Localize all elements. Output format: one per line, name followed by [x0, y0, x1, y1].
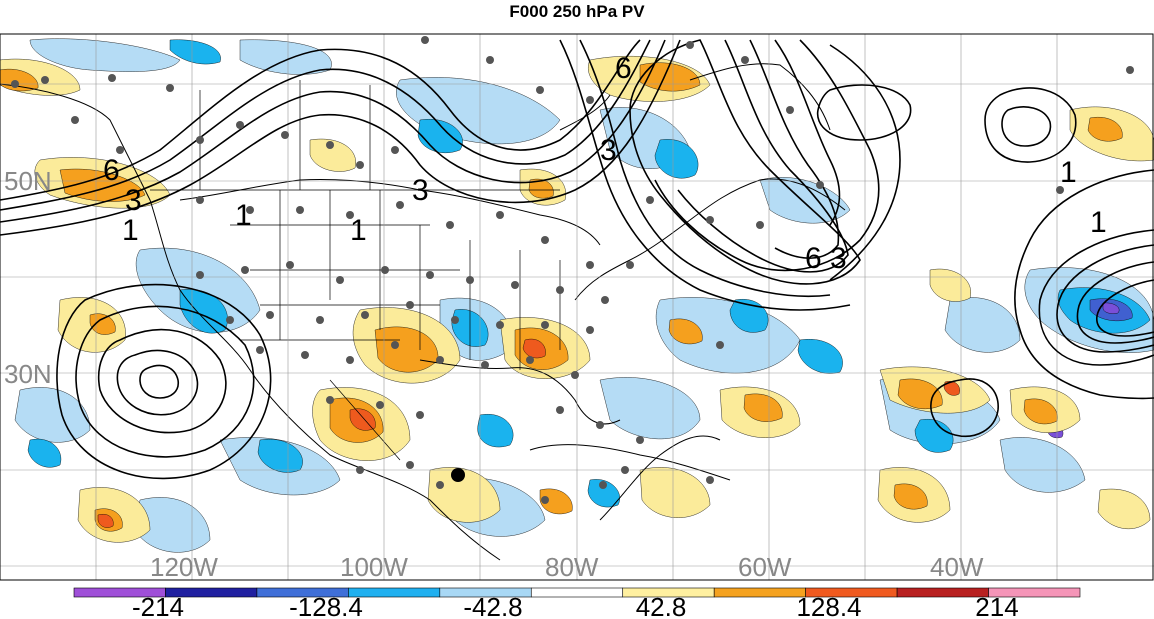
colorbar-tick-label: -42.8 [463, 592, 522, 619]
highlighted-station-marker [451, 468, 465, 482]
contour-label: 1 [122, 214, 139, 247]
map-area: 6 3 1 1 3 1 6 3 3 6 1 1 50N 30N 120W 100… [0, 34, 1154, 582]
contour-label: 3 [830, 242, 847, 275]
contour-label: 1 [350, 214, 367, 247]
lon-label: 60W [738, 552, 792, 582]
graticule [0, 34, 1154, 580]
colorbar-tick-label: 42.8 [636, 592, 687, 619]
contour-label: 6 [805, 242, 822, 275]
colorbar-tick-label: -128.4 [289, 592, 363, 619]
lat-label: 50N [4, 166, 52, 196]
lon-label: 80W [545, 552, 599, 582]
colorbar-tick-label: -214 [132, 592, 184, 619]
colorbar-tick-label: 214 [975, 592, 1018, 619]
contour-label: 6 [103, 154, 120, 187]
lat-label: 30N [4, 359, 52, 389]
map-title: F000 250 hPa PV [509, 2, 645, 21]
map-frame [0, 33, 1154, 581]
station-markers [11, 36, 1134, 504]
colorbar-swatch [713, 587, 806, 598]
political-borders [150, 80, 561, 461]
contour-label: 1 [235, 199, 252, 232]
contour-label: 3 [412, 174, 429, 207]
contour-label: 1 [1090, 206, 1107, 239]
pv-contours [0, 39, 1154, 480]
colorbar-swatch [530, 587, 624, 598]
colorbar [73, 587, 1081, 598]
contour-labels: 6 3 1 1 3 1 6 3 3 6 1 1 [103, 52, 1107, 275]
contour-label: 1 [1060, 156, 1077, 189]
contour-label: 3 [600, 134, 617, 167]
contour-label: 6 [615, 52, 632, 85]
lon-label: 40W [930, 552, 984, 582]
colorbar-tick-labels: -214 -128.4 -42.8 42.8 128.4 214 [132, 592, 1019, 619]
contour-label: 3 [125, 184, 142, 217]
pv-positive-strong [97, 338, 960, 528]
lon-label: 120W [150, 552, 218, 582]
colorbar-tick-label: 128.4 [796, 592, 861, 619]
lon-label: 100W [340, 552, 408, 582]
colorbar-swatch [988, 587, 1081, 598]
